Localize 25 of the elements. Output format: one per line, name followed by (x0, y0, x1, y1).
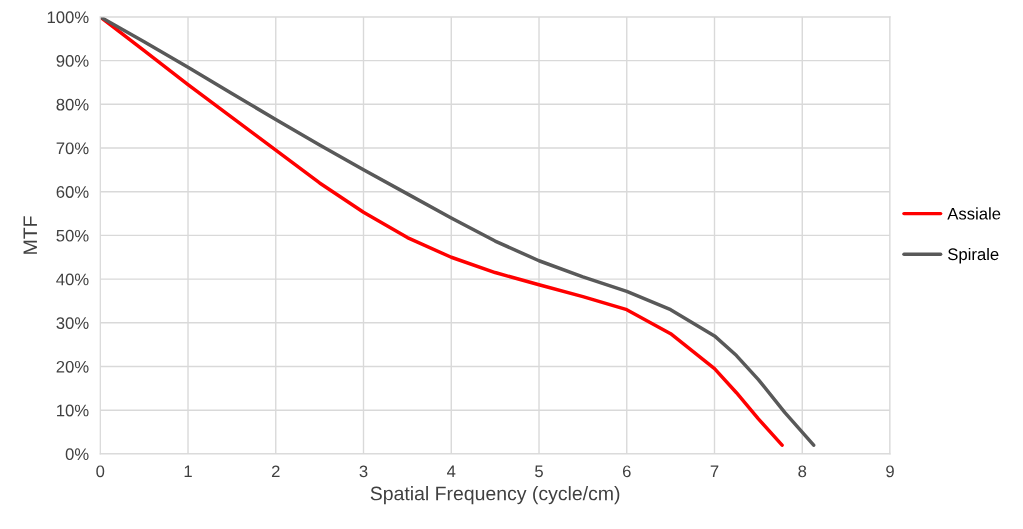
y-tick-label: 10% (57, 404, 89, 417)
x-tick-label: 5 (535, 465, 543, 478)
x-tick-label: 7 (710, 465, 719, 478)
y-tick-label: 80% (56, 98, 89, 111)
legend-label: Spirale (948, 247, 999, 264)
x-tick-label: 1 (184, 465, 192, 478)
y-tick-label: 90% (56, 55, 89, 67)
x-tick-label: 9 (886, 465, 894, 478)
x-tick-label: 0 (96, 465, 105, 478)
y-tick-label: 50% (56, 229, 89, 242)
y-tick-label: 70% (56, 142, 89, 155)
x-tick-label: 6 (622, 465, 631, 478)
y-axis-title: MTF (23, 216, 37, 254)
legend-label: Assiale (947, 207, 1001, 220)
y-tick-label: 0% (65, 448, 89, 461)
x-tick-label: 3 (359, 465, 368, 478)
y-tick-label: 100% (47, 11, 89, 24)
x-axis-title: Spatial Frequency (cycle/cm) (370, 486, 620, 505)
x-tick-label: 2 (271, 465, 280, 478)
y-tick-label: 60% (56, 186, 89, 198)
x-tick-label: 8 (798, 465, 807, 478)
x-tick-label: 4 (447, 465, 456, 478)
y-tick-label: 20% (56, 360, 89, 373)
y-tick-label: 30% (56, 317, 89, 329)
y-tick-label: 40% (56, 273, 89, 286)
